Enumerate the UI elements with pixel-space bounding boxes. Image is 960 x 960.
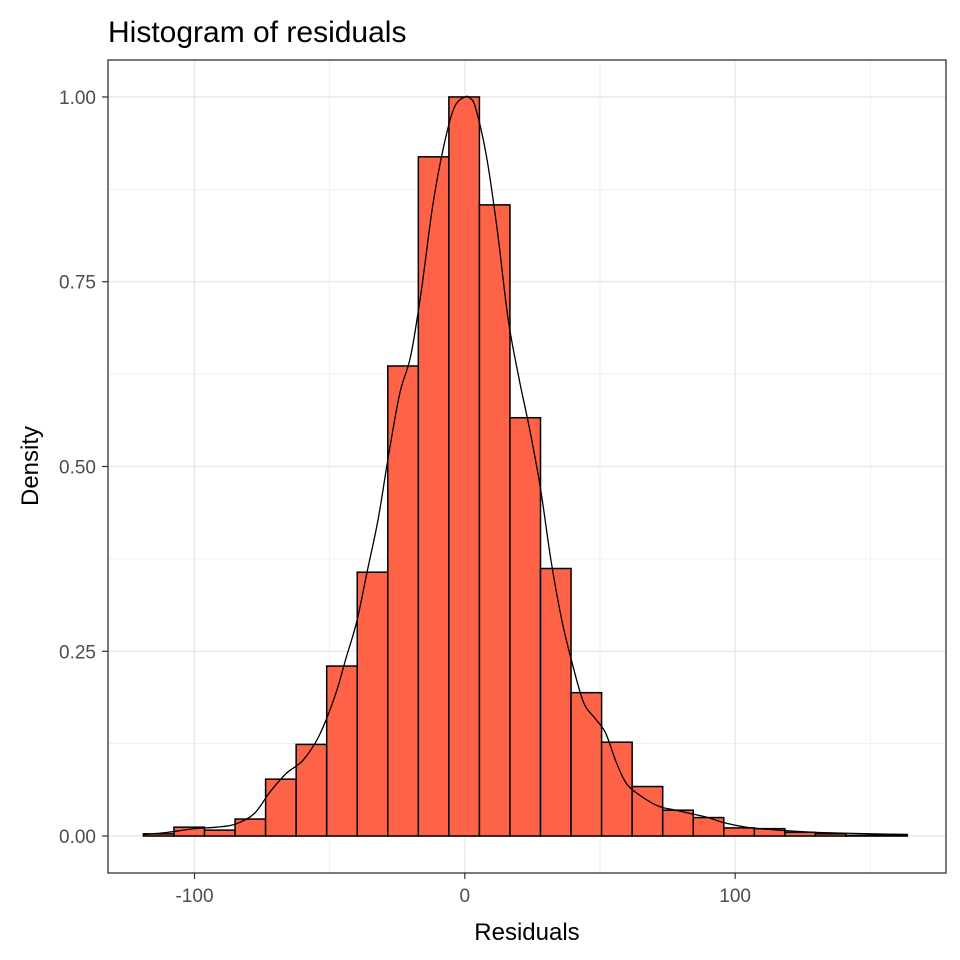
y-tick-label: 1.00 — [59, 88, 96, 109]
density-curve-layer — [143, 95, 909, 836]
histogram-bar — [784, 831, 817, 837]
histogram-bar — [845, 834, 878, 837]
y-tick-label: 0.25 — [59, 642, 96, 663]
chart-title: Histogram of residuals — [108, 16, 406, 49]
x-tick-label: 100 — [719, 886, 751, 907]
x-axis-title: Residuals — [474, 919, 579, 946]
histogram-bar — [631, 785, 664, 837]
histogram-bar — [325, 665, 358, 837]
histogram-bar — [448, 96, 481, 837]
x-axis-ticks: -100 0 100 — [175, 873, 751, 907]
histogram-bar — [234, 818, 267, 837]
y-axis-title: Density — [17, 426, 44, 506]
bars-layer — [142, 96, 908, 837]
x-tick-label: -100 — [175, 886, 213, 907]
y-tick-label: 0.50 — [59, 458, 96, 479]
histogram-bar — [600, 741, 633, 837]
histogram-bar — [661, 809, 694, 837]
histogram-bar — [723, 827, 756, 837]
histogram-bar — [387, 365, 420, 837]
histogram-bar — [814, 833, 847, 837]
histogram-bar — [356, 571, 389, 837]
histogram-bar — [692, 816, 725, 837]
histogram-bar — [417, 156, 450, 837]
y-axis-ticks: 0.00 0.25 0.50 0.75 1.00 — [59, 88, 108, 848]
y-tick-label: 0.75 — [59, 273, 96, 294]
y-tick-label: 0.00 — [59, 827, 96, 848]
density-curve — [143, 95, 909, 836]
histogram-bar — [203, 829, 236, 837]
histogram-bar — [478, 204, 511, 837]
histogram-bar — [264, 778, 297, 837]
histogram-bar — [570, 691, 603, 837]
histogram-bar — [539, 567, 572, 837]
x-tick-label: 0 — [460, 886, 471, 907]
histogram-bar — [295, 743, 328, 837]
histogram-bar — [509, 416, 542, 837]
